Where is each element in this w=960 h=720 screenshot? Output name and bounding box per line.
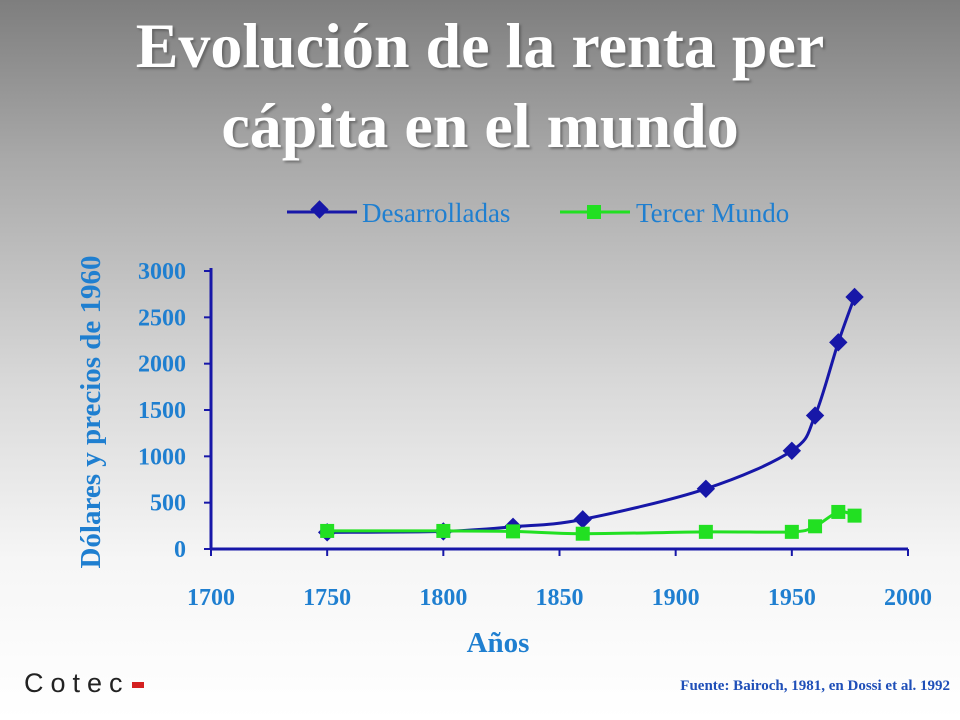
- data-point-tercer-mundo: [831, 504, 846, 519]
- legend-marker-desarrolladas: [310, 200, 329, 219]
- y-tick-label: 1000: [138, 444, 186, 470]
- series-line-desarrolladas: [327, 296, 856, 534]
- slide-title: Evolución de la renta per cápita en el m…: [0, 6, 960, 166]
- y-tick-label: 0: [174, 537, 186, 563]
- x-axis-title: Años: [467, 627, 530, 659]
- series-layer: [317, 287, 864, 542]
- series-line-tercer-mundo: [327, 510, 856, 536]
- logo-text: Cotec: [24, 668, 130, 698]
- data-point-tercer-mundo: [698, 524, 713, 539]
- title-line-1: Evolución de la renta per: [135, 10, 825, 81]
- x-tick-label: 1750: [303, 585, 351, 611]
- data-point-tercer-mundo: [784, 524, 799, 539]
- x-tick-label: 1800: [419, 585, 467, 611]
- data-point-tercer-mundo: [847, 508, 862, 523]
- x-tick-label: 1700: [187, 585, 235, 611]
- x-ticks: 1700 1750 1800 1850 1900 1950 2000: [187, 549, 932, 611]
- legend: Desarrolladas Tercer Mundo: [287, 198, 789, 228]
- y-tick-label: 500: [150, 491, 186, 517]
- x-tick-label: 1850: [536, 585, 584, 611]
- data-point-desarrolladas: [696, 479, 716, 498]
- axes: [209, 268, 908, 551]
- source-note: Fuente: Bairoch, 1981, en Dossi et al. 1…: [680, 678, 950, 694]
- title-line-2: cápita en el mundo: [221, 90, 739, 161]
- data-point-desarrolladas: [782, 441, 802, 460]
- y-tick-label: 3000: [138, 259, 186, 285]
- data-point-tercer-mundo: [506, 524, 521, 539]
- data-point-desarrolladas: [805, 406, 825, 425]
- y-axis-title: Dólares y precios de 1960: [75, 255, 107, 568]
- legend-marker-tercer-mundo: [587, 205, 601, 219]
- legend-label-desarrolladas: Desarrolladas: [362, 198, 510, 228]
- data-point-tercer-mundo: [436, 523, 451, 538]
- y-tick-label: 2000: [138, 352, 186, 378]
- y-tick-label: 1500: [138, 398, 186, 424]
- legend-label-tercer-mundo: Tercer Mundo: [636, 198, 789, 228]
- y-tick-label: 2500: [138, 305, 186, 331]
- x-tick-label: 1950: [768, 585, 816, 611]
- data-point-tercer-mundo: [808, 519, 823, 534]
- logo-red-bar: [131, 681, 144, 688]
- x-tick-label: 2000: [884, 585, 932, 611]
- data-point-desarrolladas: [829, 333, 848, 352]
- series-desarrolladas: [317, 287, 864, 542]
- x-tick-label: 1900: [652, 585, 700, 611]
- y-ticks: 0 500 1000 1500 2000 2500 3000: [138, 259, 211, 563]
- data-point-tercer-mundo: [320, 523, 335, 538]
- series-tercer-mundo: [320, 504, 862, 541]
- cotec-logo: Cotec: [24, 668, 144, 699]
- data-point-tercer-mundo: [575, 526, 590, 541]
- data-point-desarrolladas: [845, 287, 864, 307]
- data-point-desarrolladas: [573, 510, 592, 529]
